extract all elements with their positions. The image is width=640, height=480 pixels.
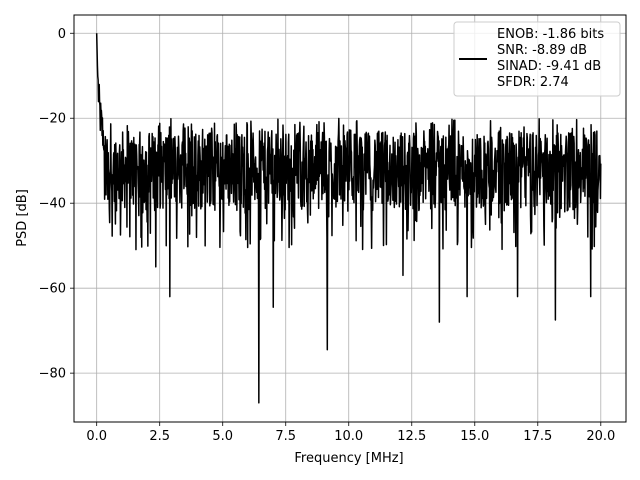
legend: ENOB: -1.86 bits SNR: -8.89 dB SINAD: -9… (453, 21, 621, 97)
legend-sinad: SINAD: -9.41 dB (497, 59, 601, 74)
y-tick-label: −60 (39, 282, 66, 297)
x-tick-label: 15.0 (460, 429, 489, 444)
legend-enob: ENOB: -1.86 bits (497, 27, 604, 42)
x-tick-label: 20.0 (586, 429, 615, 444)
x-tick-label: 12.5 (397, 429, 426, 444)
legend-sfdr: SFDR: 2.74 (497, 75, 569, 90)
ticks: 0.0 2.5 5.0 7.5 10.0 12.5 15.0 17.5 20.0 0 −20 −40 −… (39, 27, 616, 444)
y-tick-label: −80 (39, 367, 66, 382)
y-tick-label: −40 (39, 197, 66, 212)
y-tick-label: −20 (39, 112, 66, 127)
legend-snr: SNR: -8.89 dB (497, 43, 587, 58)
plot-frame (73, 14, 627, 423)
x-tick-label: 10.0 (334, 429, 363, 444)
series-layer (95, 33, 602, 404)
x-tick-label: 2.5 (149, 429, 170, 444)
legend-box (453, 21, 621, 97)
x-tick-label: 7.5 (275, 429, 296, 444)
y-axis-label: PSD [dB] (15, 189, 30, 247)
psd-trace (95, 33, 602, 404)
x-tick-label: 0.0 (86, 429, 107, 444)
x-axis-label: Frequency [MHz] (294, 451, 403, 466)
x-tick-label: 17.5 (523, 429, 552, 444)
y-tick-label: 0 (58, 27, 66, 42)
x-tick-label: 5.0 (212, 429, 233, 444)
